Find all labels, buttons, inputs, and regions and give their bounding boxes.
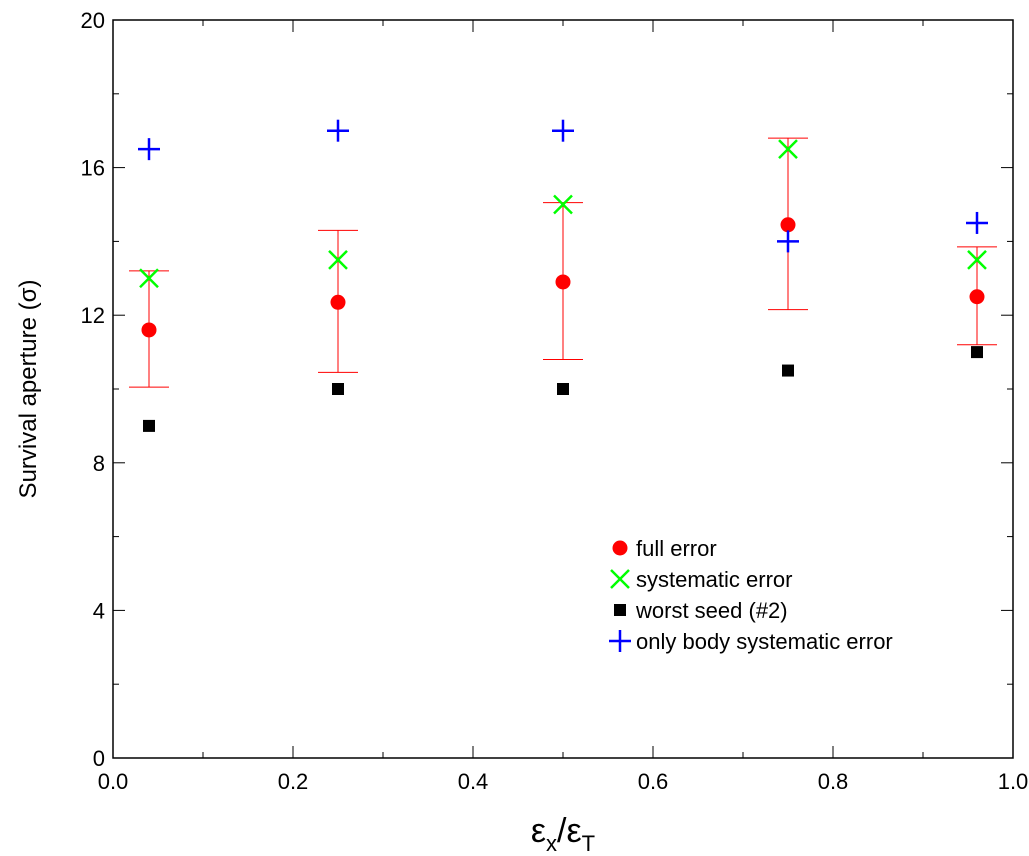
y-tick-label: 4 bbox=[93, 598, 105, 623]
data-point-x bbox=[139, 268, 159, 289]
y-tick-label: 20 bbox=[81, 8, 105, 33]
data-point-square bbox=[332, 383, 344, 395]
legend-label: systematic error bbox=[636, 567, 792, 592]
legend-label: full error bbox=[636, 536, 717, 561]
x-tick-label: 0.2 bbox=[278, 769, 309, 794]
data-point-x-stroke bbox=[139, 268, 159, 289]
x-axis-label: εx/εT bbox=[531, 812, 595, 856]
data-point-square bbox=[971, 346, 983, 359]
data-point-plus bbox=[966, 211, 988, 234]
data-point-plus bbox=[327, 119, 349, 142]
data-point-square bbox=[143, 419, 155, 432]
data-point-square bbox=[557, 383, 569, 395]
chart-marks bbox=[129, 119, 997, 432]
x-axis-label-sub-t: T bbox=[582, 831, 595, 856]
data-point-x-stroke bbox=[553, 194, 573, 215]
x-axis-label-sub-x: x bbox=[546, 831, 557, 856]
data-point-x-stroke bbox=[778, 139, 798, 160]
x-tick-label: 1.0 bbox=[998, 769, 1029, 794]
data-point-square bbox=[782, 364, 794, 377]
legend-label: worst seed (#2) bbox=[635, 598, 788, 623]
legend-label: only body systematic error bbox=[636, 629, 893, 654]
data-point-x bbox=[967, 249, 987, 270]
series-circle bbox=[141, 217, 985, 338]
legend-item: worst seed (#2) bbox=[614, 598, 788, 623]
legend-marker-x-stroke bbox=[610, 569, 630, 589]
data-point-plus bbox=[777, 230, 799, 253]
y-tick-label: 16 bbox=[81, 156, 105, 181]
data-point-circle bbox=[780, 217, 796, 233]
data-point-x bbox=[328, 249, 348, 270]
x-axis-label-eps-t: ε bbox=[567, 812, 582, 850]
tick-labels: 0.0 0.2 0.4 0.6 0.8 1.0 0 4 8 12 16 20 bbox=[81, 8, 1029, 794]
data-point-plus bbox=[552, 119, 574, 142]
y-tick-label: 12 bbox=[81, 303, 105, 328]
legend-marker-x bbox=[610, 569, 630, 589]
x-axis-label-slash: / bbox=[557, 812, 567, 850]
data-point-x bbox=[553, 194, 573, 215]
data-point-circle bbox=[969, 289, 985, 305]
ticks bbox=[112, 19, 1014, 759]
series-plus bbox=[138, 119, 988, 253]
x-tick-label: 0.0 bbox=[98, 769, 129, 794]
x-tick-label: 0.4 bbox=[458, 769, 489, 794]
data-point-x-stroke bbox=[967, 249, 987, 270]
x-tick-label: 0.6 bbox=[638, 769, 669, 794]
y-tick-label: 8 bbox=[93, 451, 105, 476]
series-x bbox=[139, 139, 987, 289]
y-axis-label: Survival aperture (σ) bbox=[15, 280, 42, 499]
legend-marker-plus bbox=[609, 630, 631, 652]
legend-item: full error bbox=[612, 536, 717, 561]
data-point-x-stroke bbox=[328, 249, 348, 270]
legend: full error systematic error worst seed (#2… bbox=[609, 536, 893, 654]
x-tick-label: 0.8 bbox=[818, 769, 849, 794]
legend-marker-circle bbox=[612, 540, 628, 556]
legend-item: systematic error bbox=[610, 567, 792, 592]
x-axis-label-eps-x: ε bbox=[531, 812, 546, 850]
legend-marker-square bbox=[614, 604, 626, 616]
data-point-plus bbox=[138, 138, 160, 161]
legend-item: only body systematic error bbox=[609, 629, 893, 654]
series-square bbox=[143, 346, 983, 432]
y-tick-label: 0 bbox=[93, 746, 105, 771]
data-point-x bbox=[778, 139, 798, 160]
data-point-circle bbox=[330, 294, 346, 310]
data-point-circle bbox=[141, 322, 157, 338]
data-point-circle bbox=[555, 274, 571, 290]
